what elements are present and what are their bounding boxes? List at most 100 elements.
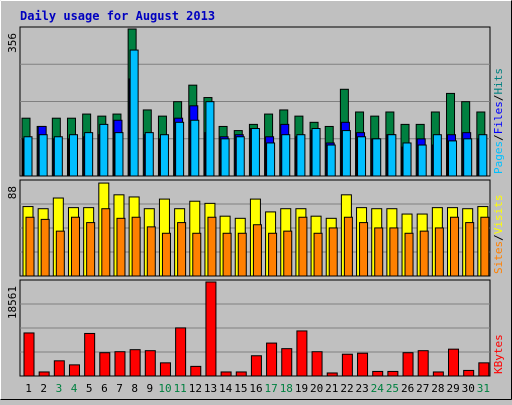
bar-sites [86,222,96,277]
bar-pages [144,132,154,177]
bar-pages [250,128,260,177]
bar-sites [192,232,202,277]
y-axis-label-part: Sites [492,241,505,274]
bar-pages [387,134,397,177]
bar-kbytes [114,351,126,377]
bar-pages [266,142,276,177]
day-label: 3 [56,382,63,395]
day-label: 8 [131,382,138,395]
bar-pages [53,136,63,177]
bar-sites [450,216,460,277]
bar-pages [478,134,488,177]
bar-kbytes [281,348,293,377]
bar-kbytes [402,352,414,377]
day-label: 2 [40,382,47,395]
bar-pages [68,134,78,177]
day-label: 10 [158,382,171,395]
y-axis-label: KBytes [492,334,505,374]
y-axis-label-part: / [492,234,505,241]
bar-kbytes [463,369,475,377]
bar-kbytes [53,360,65,377]
day-label: 15 [234,382,247,395]
day-label: 16 [249,382,262,395]
bar-kbytes [220,371,232,377]
bar-sites [419,230,429,277]
bar-pages [190,119,200,177]
day-label: 21 [325,382,338,395]
bar-sites [40,218,50,277]
y-axis-label-part: KBytes [492,334,505,374]
bar-kbytes [159,362,171,377]
bar-pages [38,134,48,177]
bar-sites [252,224,262,277]
day-label: 5 [86,382,93,395]
bar-pages [417,144,427,177]
bar-sites [404,232,414,277]
bar-kbytes [296,330,308,377]
bar-pages [296,134,306,177]
bar-kbytes [99,352,111,377]
day-label: 4 [71,382,78,395]
bar-pages [448,140,458,177]
bar-pages [432,134,442,177]
bar-sites [131,216,141,277]
bar-kbytes [266,342,278,377]
bar-kbytes [250,355,262,377]
bar-kbytes [23,332,35,377]
bar-sites [146,226,156,277]
bar-pages [159,134,169,177]
day-label: 31 [477,382,490,395]
bar-kbytes [129,349,141,377]
bar-kbytes [478,362,490,377]
bar-kbytes [235,371,247,377]
day-label: 20 [310,382,323,395]
day-label: 26 [401,382,414,395]
bar-pages [114,132,124,177]
day-label: 23 [356,382,369,395]
day-label: 11 [174,382,187,395]
y-axis-label-part: Pages [492,141,505,174]
bar-sites [389,227,399,277]
bar-sites [101,208,111,277]
bar-sites [434,227,444,277]
bar-pages [372,138,382,177]
day-label: 30 [462,382,475,395]
bar-sites [268,232,278,277]
bar-sites [359,222,369,277]
day-label: 12 [189,382,202,395]
bar-kbytes [326,372,338,377]
day-label: 18 [280,382,293,395]
day-labels-group: 1 2 3 4 5 6 7 8 9 10 11 12 13 14 15 16 17 18 19 20 21 22 23 24 2… [25,382,490,395]
bar-sites [207,216,217,277]
bar-sites [25,216,35,277]
bar-pages [326,144,336,177]
day-label: 7 [116,382,123,395]
bar-pages [99,123,109,177]
day-label: 13 [204,382,217,395]
bar-pages [463,138,473,177]
bar-sites [222,232,232,277]
bar-sites [161,232,171,277]
y-max-label: 18561 [6,286,19,319]
bar-pages [235,136,245,177]
day-label: 9 [147,382,154,395]
bar-pages [84,132,94,177]
bar-kbytes [417,350,429,377]
bar-sites [70,216,80,277]
bar-pages [220,138,230,177]
bar-kbytes [68,364,80,377]
y-axis-label-part: Hits [492,68,505,95]
day-label: 6 [101,382,108,395]
day-label: 14 [219,382,233,395]
day-label: 24 [371,382,385,395]
y-axis-label-part: Files [492,101,505,134]
day-label: 17 [265,382,278,395]
bar-kbytes [387,370,399,377]
y-axis-label-part: / [492,95,505,102]
bar-pages [129,49,139,177]
day-label: 27 [416,382,429,395]
bar-sites [480,216,490,277]
bar-pages [175,121,185,177]
